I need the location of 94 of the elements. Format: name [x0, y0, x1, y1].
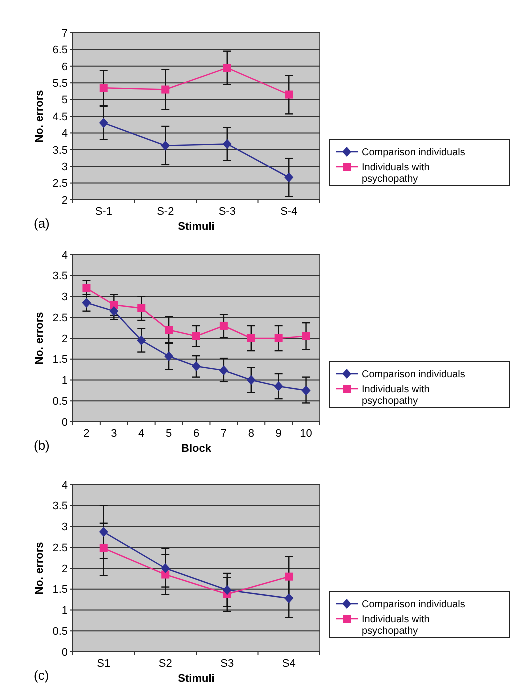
y-tick-label: 3 — [62, 522, 68, 534]
point — [284, 594, 294, 604]
y-tick-label: 1 — [62, 375, 68, 388]
x-tick-label: 2 — [84, 428, 90, 440]
x-axis-title: Block — [182, 443, 212, 455]
x-tick-label: 5 — [166, 428, 172, 440]
y-tick-label: 4 — [62, 128, 68, 140]
point — [274, 334, 283, 342]
legend-label: Individuals with psychopathy — [362, 384, 430, 407]
text: (b) — [34, 438, 50, 453]
x-tick-label: S-3 — [218, 206, 236, 218]
legend-label: Individuals with psychopathy — [362, 162, 430, 185]
x-tick-label: 6 — [193, 428, 200, 440]
y-tick-label: 1 — [62, 605, 68, 618]
point — [192, 361, 201, 372]
point — [82, 298, 92, 308]
x-tick-label: 8 — [248, 428, 254, 440]
y-tick-label: 6.5 — [52, 44, 68, 57]
y-tick-label: 3.5 — [52, 500, 68, 513]
y-tick-label: 2 — [62, 194, 68, 207]
x-tick-label: S3 — [220, 658, 234, 670]
y-tick-label: 2 — [62, 333, 68, 346]
point — [220, 322, 228, 330]
point — [162, 570, 170, 579]
y-tick-label: 5 — [62, 94, 68, 107]
x-tick-label: 7 — [220, 428, 228, 440]
legend-label: Comparison individuals — [362, 600, 466, 610]
point — [110, 301, 118, 310]
point — [82, 284, 91, 292]
point — [99, 118, 108, 128]
y-tick-label: 0 — [62, 416, 68, 429]
point — [219, 366, 228, 376]
legend-label: Comparison individuals — [362, 148, 466, 158]
y-tick-label: 5.5 — [52, 78, 68, 90]
x-axis-title: Stimuli — [178, 221, 215, 233]
y-tick-label: 3.5 — [52, 144, 68, 157]
point — [161, 140, 170, 151]
legend-label: Individuals with psychopathy — [362, 614, 430, 637]
point — [302, 386, 311, 396]
x-tick-label: 4 — [138, 428, 145, 440]
y-axis-title: No. errors — [34, 90, 46, 143]
y-tick-label: 2.5 — [52, 178, 68, 190]
x-tick-label: S1 — [97, 658, 111, 670]
y-tick-label: 4.5 — [52, 111, 68, 124]
point — [222, 585, 232, 596]
x-tick-label: S-4 — [280, 206, 298, 218]
point — [137, 336, 146, 346]
point — [247, 334, 256, 342]
y-tick-label: 4 — [62, 250, 68, 262]
point — [285, 90, 294, 99]
x-tick-label: 3 — [111, 428, 118, 440]
y-tick-label: 1.5 — [52, 354, 68, 366]
text: (a) — [34, 216, 50, 231]
point — [274, 382, 284, 392]
point — [192, 332, 200, 340]
y-tick-label: 2 — [62, 563, 68, 576]
point — [161, 564, 170, 574]
y-tick-label: 1.5 — [52, 584, 68, 596]
point — [284, 172, 294, 183]
point — [246, 375, 256, 386]
x-tick-label: 10 — [300, 428, 312, 440]
y-axis-title: No. errors — [34, 542, 46, 595]
legend-label: Comparison individuals — [362, 370, 466, 380]
y-tick-label: 3.5 — [52, 270, 68, 283]
x-tick-label: S-1 — [95, 206, 112, 218]
point — [223, 64, 232, 72]
y-tick-label: 2.5 — [52, 312, 68, 324]
y-axis-title: No. errors — [34, 312, 46, 365]
point — [222, 139, 232, 150]
y-tick-label: 0 — [62, 646, 68, 659]
point — [285, 572, 294, 581]
y-tick-label: 3 — [62, 292, 68, 304]
x-tick-label: S2 — [158, 658, 172, 670]
x-axis-title: Stimuli — [178, 673, 215, 685]
point — [138, 304, 146, 312]
point — [100, 544, 108, 552]
y-tick-label: 3 — [62, 161, 68, 174]
point — [110, 306, 119, 316]
y-tick-label: 2.5 — [52, 542, 68, 554]
point — [99, 527, 108, 538]
point — [100, 84, 108, 92]
y-tick-label: 0.5 — [52, 626, 68, 638]
y-tick-label: 7 — [62, 28, 68, 40]
y-tick-label: 4 — [62, 480, 68, 492]
y-tick-label: 0.5 — [52, 396, 68, 408]
x-tick-label: S-2 — [157, 206, 174, 218]
point — [302, 332, 310, 340]
x-tick-label: S4 — [282, 658, 296, 670]
x-tick-label: 9 — [276, 428, 282, 440]
y-tick-label: 6 — [62, 61, 68, 74]
point — [164, 351, 174, 362]
point — [162, 86, 170, 94]
point — [165, 326, 174, 334]
text: (c) — [34, 668, 50, 683]
